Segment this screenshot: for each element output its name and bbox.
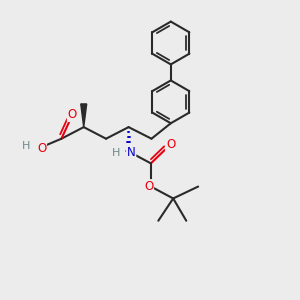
Text: O: O bbox=[37, 142, 46, 155]
Text: O: O bbox=[68, 108, 77, 121]
Text: O: O bbox=[166, 138, 175, 151]
Polygon shape bbox=[81, 104, 87, 127]
Text: N: N bbox=[127, 146, 135, 159]
Text: O: O bbox=[144, 180, 153, 193]
Text: H: H bbox=[22, 141, 31, 151]
Text: H: H bbox=[112, 148, 120, 158]
